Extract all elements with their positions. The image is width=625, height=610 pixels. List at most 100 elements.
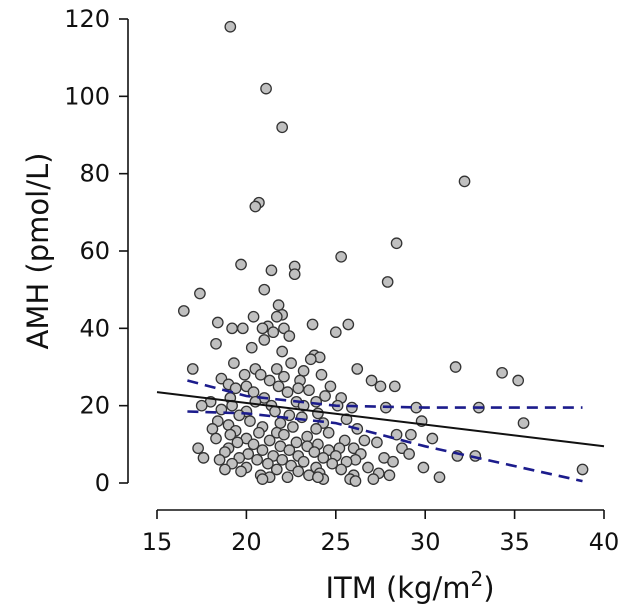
data-point xyxy=(405,428,417,441)
data-point xyxy=(324,380,337,393)
y-axis-label: AMH (pmol/L) xyxy=(21,153,55,350)
data-point xyxy=(256,473,269,485)
x-axis-label: ITM (kg/m2) xyxy=(325,567,494,605)
data-point xyxy=(292,382,305,395)
y-tick-label: 100 xyxy=(64,82,110,110)
plot-area xyxy=(156,20,605,487)
data-point xyxy=(276,121,289,134)
x-axis-ticks: 15 20 25 30 35 40 xyxy=(142,510,619,556)
x-tick-label: 35 xyxy=(499,528,530,556)
data-point xyxy=(247,310,260,323)
data-point xyxy=(228,357,240,369)
data-point xyxy=(417,461,430,474)
data-point xyxy=(211,316,224,329)
data-point xyxy=(317,452,330,464)
data-point xyxy=(244,415,256,427)
data-point xyxy=(449,361,462,373)
data-point xyxy=(253,426,265,439)
data-point xyxy=(287,421,299,433)
x-tick-label: 30 xyxy=(410,528,441,556)
y-tick-label: 80 xyxy=(79,160,110,188)
data-point xyxy=(308,446,321,458)
data-point xyxy=(322,426,335,439)
data-point xyxy=(319,390,331,402)
data-point xyxy=(340,413,353,426)
regression-line xyxy=(156,391,605,448)
data-point xyxy=(362,461,374,474)
ci-lower-line xyxy=(187,410,583,483)
data-point xyxy=(281,471,294,484)
data-point xyxy=(512,374,525,387)
data-point xyxy=(346,401,358,414)
data-point xyxy=(263,374,276,387)
data-point xyxy=(388,380,401,393)
data-point xyxy=(281,386,294,398)
data-point xyxy=(235,258,247,271)
data-point xyxy=(390,237,403,250)
data-point xyxy=(254,368,267,381)
data-point xyxy=(576,463,589,476)
data-point xyxy=(351,363,364,375)
data-point xyxy=(238,368,251,381)
data-point xyxy=(297,365,310,377)
data-point xyxy=(272,380,285,393)
data-point xyxy=(306,318,319,331)
x-tick-label: 20 xyxy=(231,528,262,556)
data-point xyxy=(312,471,324,484)
data-point xyxy=(206,423,219,435)
data-point xyxy=(458,175,471,188)
data-point xyxy=(256,322,269,335)
data-point xyxy=(342,318,355,331)
data-point xyxy=(272,299,285,311)
data-point xyxy=(381,276,394,288)
data-point xyxy=(224,428,237,441)
data-point xyxy=(177,305,190,317)
data-point xyxy=(304,353,317,366)
data-point xyxy=(210,337,222,350)
y-tick-label: 40 xyxy=(79,314,110,342)
data-point xyxy=(283,444,296,456)
data-point xyxy=(251,453,263,466)
data-point xyxy=(383,469,396,482)
data-point xyxy=(371,436,383,449)
data-point xyxy=(235,465,247,478)
data-point xyxy=(256,444,269,456)
data-point xyxy=(426,432,439,445)
data-point xyxy=(310,395,322,408)
data-point xyxy=(326,457,339,470)
x-axis-label-superscript: 2 xyxy=(470,567,483,591)
y-axis-ticks: 0 20 40 60 80 100 120 xyxy=(64,5,128,497)
x-tick-label: 25 xyxy=(321,528,352,556)
data-point xyxy=(260,82,272,95)
data-point xyxy=(387,455,399,468)
data-point xyxy=(197,452,210,464)
data-point xyxy=(310,423,322,435)
data-point xyxy=(517,417,530,429)
data-point xyxy=(335,250,348,263)
data-point xyxy=(213,453,226,466)
data-point xyxy=(276,453,289,466)
data-point xyxy=(329,326,342,339)
data-point xyxy=(303,384,315,397)
data-point xyxy=(297,455,310,468)
data-point xyxy=(219,463,231,476)
x-axis-label-close: ) xyxy=(483,571,494,605)
data-point xyxy=(263,434,276,447)
data-point xyxy=(301,430,314,443)
data-point xyxy=(278,370,290,383)
data-point xyxy=(186,363,199,375)
data-point xyxy=(249,200,262,213)
y-tick-label: 120 xyxy=(64,5,110,33)
data-point xyxy=(276,345,289,358)
data-point xyxy=(290,436,303,449)
x-axis-label-main: ITM (kg/m xyxy=(325,571,470,605)
data-point xyxy=(274,417,287,429)
data-point xyxy=(270,363,283,375)
data-point xyxy=(367,473,380,485)
data-point xyxy=(285,357,297,369)
y-tick-label: 60 xyxy=(79,237,110,265)
data-point xyxy=(433,471,446,484)
ci-upper-line xyxy=(187,379,583,409)
data-point xyxy=(224,20,237,33)
